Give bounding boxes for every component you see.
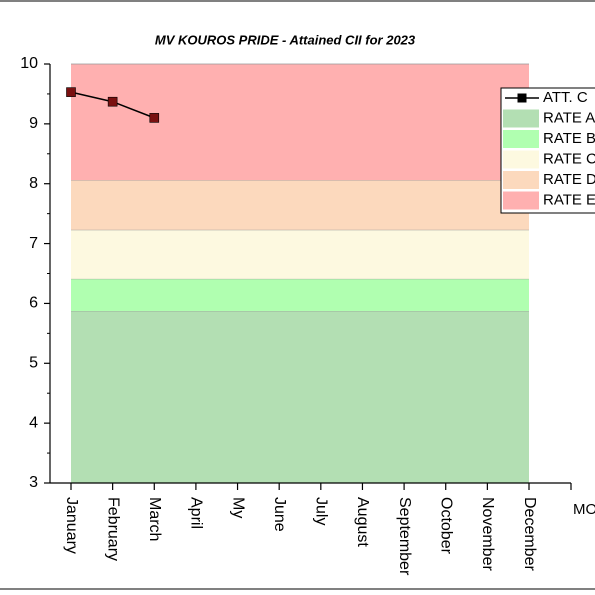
x-tick-label: June	[271, 497, 288, 532]
marker	[107, 96, 118, 107]
legend-swatch	[503, 171, 539, 189]
band	[71, 229, 529, 279]
x-tick-label: January	[63, 497, 80, 554]
y-tick-label: 8	[29, 175, 38, 192]
marker	[149, 113, 160, 123]
band	[71, 64, 529, 181]
legend-label: RATE D	[543, 171, 595, 188]
chart-title: MV KOUROS PRIDE - Attained CII for 2023	[155, 32, 416, 47]
y-tick-label: 3	[29, 474, 38, 491]
x-tick-label: September	[396, 497, 413, 576]
legend-label: RATE E	[543, 191, 595, 208]
legend-swatch	[503, 191, 539, 210]
y-tick-label: 5	[29, 355, 38, 372]
legend-label: RATE C	[543, 150, 595, 167]
legend-swatch	[503, 130, 539, 148]
x-tick-label: February	[104, 497, 121, 561]
y-tick-label: 6	[29, 295, 38, 312]
band	[71, 278, 529, 312]
x-tick-label: March	[146, 497, 163, 541]
marker	[66, 87, 76, 97]
legend-label: ATT. C	[543, 89, 588, 106]
x-tick-label: My	[229, 497, 246, 518]
x-tick-label: July	[313, 497, 330, 525]
x-tick-label: October	[437, 497, 454, 555]
x-axis-title: MONTH	[573, 501, 595, 518]
x-tick-label: December	[521, 497, 538, 571]
x-tick-label: August	[354, 497, 371, 547]
legend-label: RATE B	[543, 130, 595, 147]
legend-swatch	[503, 109, 539, 128]
x-tick-label: November	[479, 497, 496, 571]
legend-swatch	[503, 150, 539, 169]
y-tick-label: 9	[29, 115, 38, 132]
legend-marker	[517, 93, 527, 103]
band	[71, 311, 529, 483]
y-tick-label: 10	[20, 55, 38, 72]
y-tick-label: 7	[29, 235, 38, 252]
legend-label: RATE A	[543, 109, 595, 126]
band	[71, 180, 529, 230]
y-tick-label: 4	[29, 414, 38, 431]
x-tick-label: April	[188, 497, 205, 529]
